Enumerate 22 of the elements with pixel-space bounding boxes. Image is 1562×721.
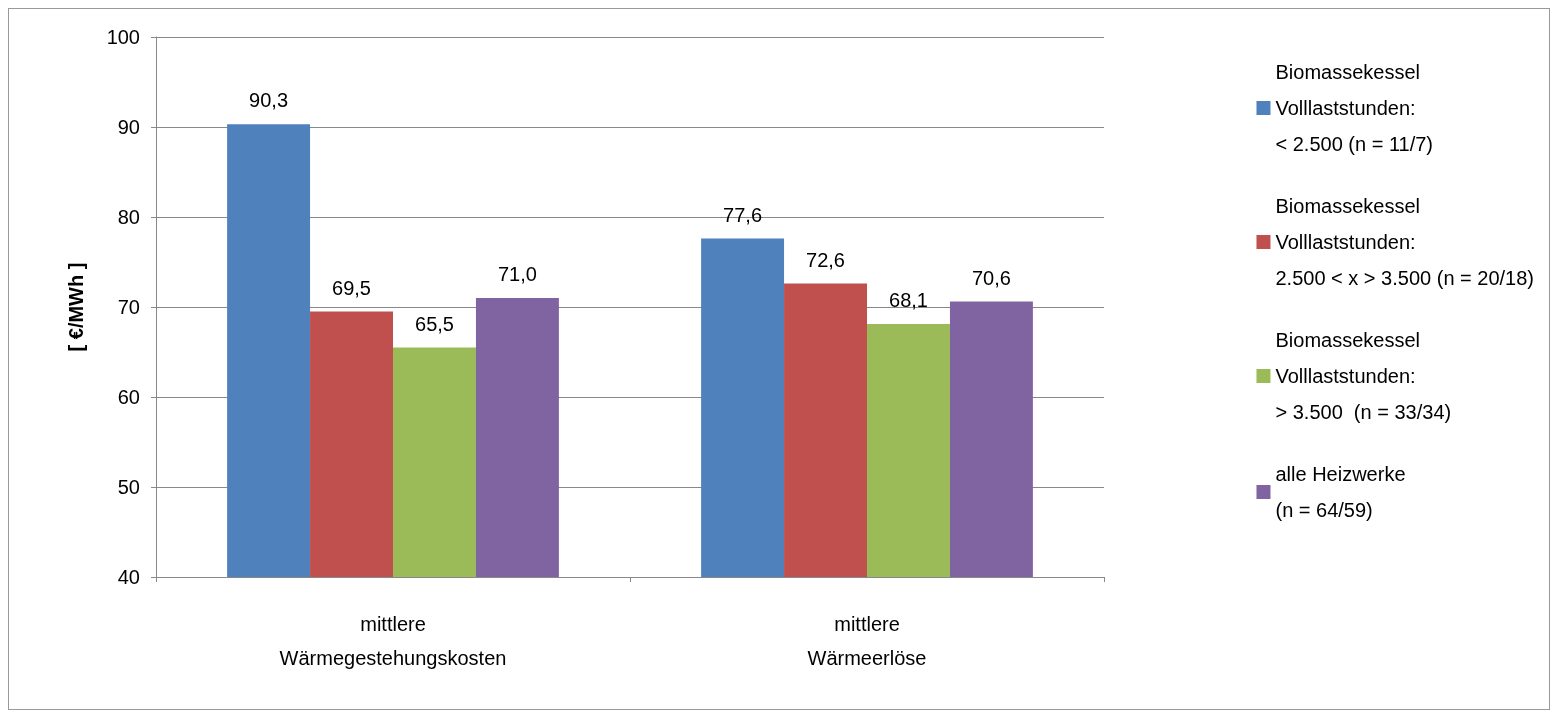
data-label: 70,6 (971, 266, 1011, 289)
y-tick-label: 40 (117, 566, 140, 588)
y-tick-label: 70 (117, 296, 140, 318)
legend-label: Biomassekessel Volllaststunden: 2.500 < x > 3.500 (n = 20/18) (1275, 195, 1535, 289)
data-label: 90,3 (249, 89, 289, 112)
y-axis-title: [ €/MWh ] (65, 262, 87, 352)
data-label: 77,6 (723, 203, 763, 226)
legend-label: Biomassekessel Volllaststunden: < 2.500 (n = 11/7) (1275, 61, 1434, 155)
data-label: 68,1 (889, 289, 928, 312)
data-label: 69,5 (332, 276, 371, 299)
x-tick-label: mittlere Wärmeerlöse (807, 613, 927, 669)
data-label: 72,6 (806, 248, 845, 271)
legend-label: Biomassekessel Volllaststunden: > 3.500 (n = 33/34) (1275, 329, 1452, 423)
y-tick-label: 50 (117, 476, 140, 498)
y-tick-label: 80 (117, 206, 140, 228)
data-label: 65,5 (415, 312, 454, 335)
legend-label: alle Heizwerke (n = 64/59) (1275, 463, 1406, 521)
y-tick-label: 90 (117, 116, 140, 138)
x-tick-label: mittlere Wärmegestehungskosten (279, 613, 507, 669)
y-tick-label: 100 (106, 26, 140, 48)
data-label: 71,0 (497, 263, 537, 285)
y-tick-label: 60 (117, 386, 140, 408)
